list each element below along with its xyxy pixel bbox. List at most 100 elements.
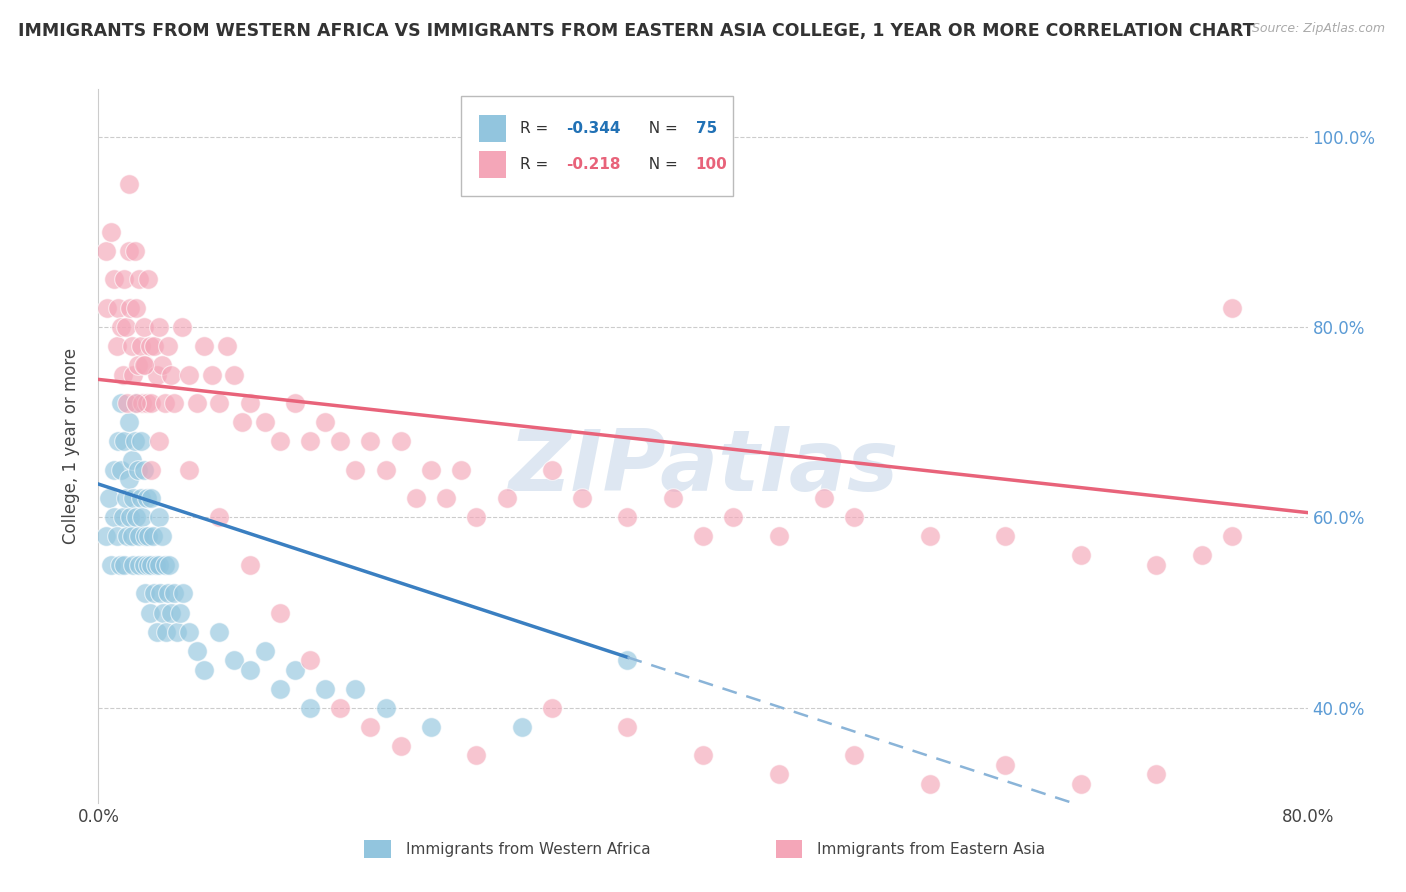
Point — [132, 320, 155, 334]
Point — [118, 244, 141, 258]
Point — [661, 491, 683, 506]
Point — [121, 453, 143, 467]
Point — [136, 558, 159, 572]
Point — [186, 643, 208, 657]
Text: -0.344: -0.344 — [567, 121, 621, 136]
Point — [132, 358, 155, 372]
Point — [153, 558, 176, 572]
Point — [224, 368, 246, 382]
Point — [813, 491, 835, 506]
Point — [344, 681, 367, 696]
Point — [114, 491, 136, 506]
Point — [374, 700, 396, 714]
Point — [141, 463, 163, 477]
Point — [112, 272, 135, 286]
Point — [122, 558, 145, 572]
Point — [179, 463, 201, 477]
Point — [253, 643, 276, 657]
Point — [329, 700, 352, 714]
Point — [510, 720, 533, 734]
Point — [124, 434, 146, 449]
Point — [420, 463, 443, 477]
Text: Source: ZipAtlas.com: Source: ZipAtlas.com — [1251, 22, 1385, 36]
Point — [540, 463, 562, 477]
Point — [128, 529, 150, 543]
Point — [299, 700, 322, 714]
Bar — [479, 115, 506, 142]
Point — [120, 301, 142, 315]
Point — [143, 339, 166, 353]
Point — [495, 491, 517, 506]
Point — [215, 339, 238, 353]
Point — [121, 339, 143, 353]
Point — [125, 396, 148, 410]
Point — [1220, 301, 1243, 315]
Point — [94, 244, 117, 258]
Bar — [364, 840, 391, 858]
Point — [159, 558, 181, 572]
Point — [918, 777, 941, 791]
Point — [139, 606, 162, 620]
Point — [163, 396, 186, 410]
Point — [135, 396, 157, 410]
Point — [129, 339, 152, 353]
Point — [136, 272, 159, 286]
Point — [131, 510, 153, 524]
Text: ZIPatlas: ZIPatlas — [508, 425, 898, 509]
Point — [103, 272, 125, 286]
Point — [1070, 549, 1092, 563]
Point — [344, 463, 367, 477]
Text: 100: 100 — [696, 157, 727, 171]
Point — [146, 624, 169, 639]
Point — [389, 739, 412, 753]
Point — [208, 396, 231, 410]
Point — [129, 434, 152, 449]
Point — [115, 396, 138, 410]
Point — [105, 529, 128, 543]
Point — [103, 510, 125, 524]
Point — [94, 529, 117, 543]
Point — [141, 491, 163, 506]
Point — [360, 720, 382, 734]
Point — [1144, 767, 1167, 781]
Point — [129, 491, 152, 506]
Point — [465, 510, 488, 524]
Point — [170, 320, 193, 334]
Point — [118, 472, 141, 486]
Point — [299, 653, 322, 667]
Point — [153, 396, 176, 410]
Point — [145, 558, 167, 572]
Point — [284, 663, 307, 677]
Point — [124, 244, 146, 258]
Point — [329, 434, 352, 449]
Point — [107, 434, 129, 449]
Point — [156, 339, 179, 353]
Point — [110, 396, 132, 410]
Point — [844, 510, 866, 524]
Point — [314, 415, 336, 429]
Point — [96, 301, 118, 315]
Point — [100, 225, 122, 239]
Text: N =: N = — [638, 157, 682, 171]
Point — [111, 368, 134, 382]
Point — [114, 320, 136, 334]
Point — [105, 339, 128, 353]
Point — [299, 434, 322, 449]
Point — [112, 558, 135, 572]
Point — [98, 491, 121, 506]
Point — [122, 491, 145, 506]
Point — [269, 681, 291, 696]
Point — [179, 368, 201, 382]
Point — [169, 606, 191, 620]
Point — [118, 178, 141, 192]
Text: 75: 75 — [696, 121, 717, 136]
Point — [224, 653, 246, 667]
Point — [155, 624, 177, 639]
Point — [134, 586, 156, 600]
Point — [994, 529, 1017, 543]
Bar — [776, 840, 803, 858]
Point — [143, 586, 166, 600]
Point — [1070, 777, 1092, 791]
Point — [136, 529, 159, 543]
Point — [150, 529, 173, 543]
